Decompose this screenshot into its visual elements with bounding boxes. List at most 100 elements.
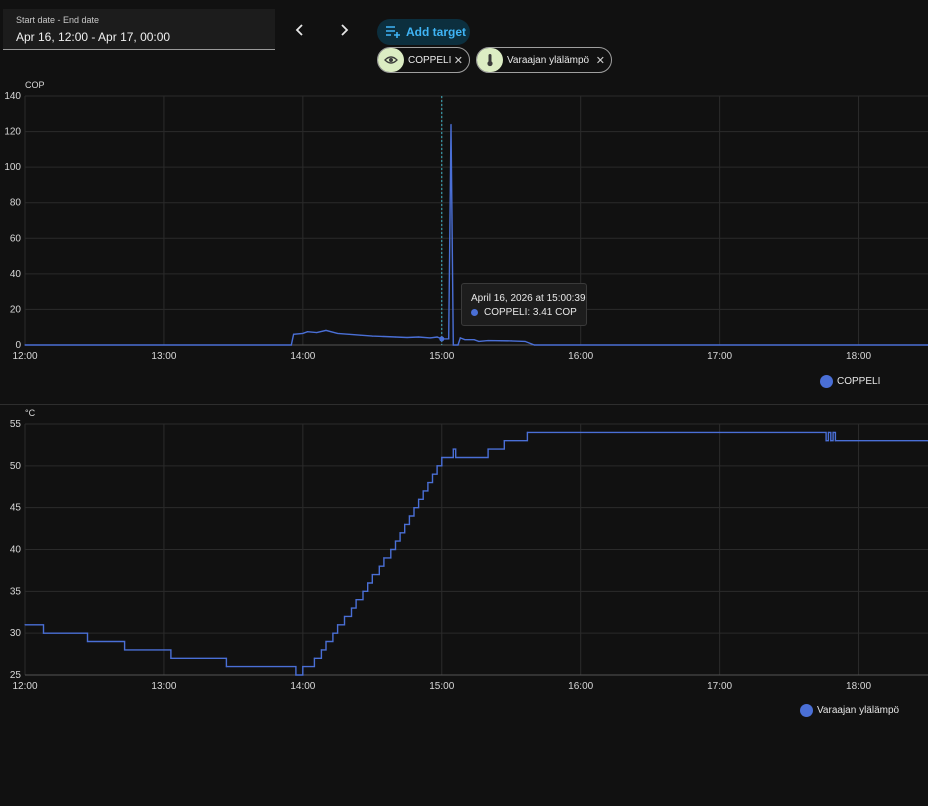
cop-data-point <box>394 336 397 338</box>
cop-data-point <box>478 340 480 343</box>
cop-data-point <box>510 340 512 342</box>
temp-data-point <box>436 465 438 467</box>
temp-data-point <box>313 657 316 659</box>
legend-label: COPPELI <box>837 376 881 387</box>
temp-x-tick-label: 13:00 <box>151 681 176 692</box>
cop-chart[interactable]: COP 0 20 40 60 80 100 120 140 12:00 13:00 14:00 15:0… <box>0 78 928 368</box>
temp-y-tick-label: 35 <box>10 586 22 597</box>
next-period-button[interactable] <box>332 18 356 42</box>
target-chip-coppeli[interactable]: COPPELI ✕ <box>377 47 470 73</box>
eye-icon <box>378 48 404 72</box>
cop-y-tick-label: 20 <box>10 304 22 315</box>
temp-data-point <box>526 431 529 433</box>
legend-label: Varaajan ylälämpö <box>817 705 900 716</box>
temp-data-point <box>86 640 89 643</box>
temp-y-tick-label: 30 <box>10 628 22 639</box>
cop-data-point <box>459 337 461 339</box>
temp-x-tick-label: 15:00 <box>429 681 454 692</box>
cop-x-tick-label: 17:00 <box>707 351 732 362</box>
temp-data-point <box>343 615 346 618</box>
add-target-label: Add target <box>406 25 466 39</box>
temp-data-point <box>404 523 406 525</box>
target-chip-label: Varaajan ylälämpö <box>507 54 590 66</box>
temp-data-point <box>123 649 126 651</box>
target-chip-varaajan-ylalampo[interactable]: Varaajan ylälämpö ✕ <box>476 47 612 73</box>
legend-color-dot <box>800 704 813 717</box>
cop-y-tick-label: 80 <box>10 198 22 209</box>
temp-x-tick-label: 16:00 <box>568 681 593 692</box>
previous-period-button[interactable] <box>288 18 312 42</box>
cop-data-point <box>452 344 454 346</box>
temp-y-tick-label: 50 <box>10 461 22 472</box>
cop-y-tick-label: 0 <box>15 340 21 351</box>
temp-data-point <box>418 498 420 500</box>
cop-data-point <box>348 333 350 335</box>
temp-data-point <box>325 640 327 643</box>
cop-y-tick-label: 40 <box>10 269 22 280</box>
cop-data-point <box>24 344 26 346</box>
cop-y-tick-label: 60 <box>10 233 22 244</box>
temp-series-line <box>25 431 928 676</box>
temp-data-point <box>455 456 457 459</box>
cop-data-point <box>429 337 431 339</box>
temp-data-point <box>830 440 832 442</box>
temperature-chart[interactable]: °C 25 30 35 40 45 50 55 12:00 13:00 14:00 15:00 16:0… <box>0 406 928 698</box>
legend-item-coppeli[interactable]: COPPELI <box>820 375 880 388</box>
temp-data-point <box>302 666 304 668</box>
cop-data-point <box>487 339 489 342</box>
thermometer-icon <box>477 48 503 72</box>
cop-data-point <box>524 340 526 343</box>
chevron-left-icon <box>295 24 303 36</box>
temp-data-point <box>394 540 397 542</box>
temp-y-tick-label: 40 <box>10 545 22 556</box>
temp-data-point <box>350 607 353 609</box>
temp-data-point <box>320 649 322 651</box>
temp-data-point <box>452 448 454 450</box>
chart-divider <box>0 404 928 405</box>
temp-data-point <box>431 473 434 475</box>
cop-y-tick-label: 140 <box>4 91 21 102</box>
cop-x-tick-label: 12:00 <box>12 351 37 362</box>
cop-data-point <box>457 344 459 346</box>
cop-data-point <box>436 336 438 338</box>
temp-data-point <box>487 448 489 450</box>
cop-data-point <box>360 334 362 336</box>
temp-data-point <box>42 632 45 634</box>
tooltip-value: COPPELI: 3.41 COP <box>484 307 577 318</box>
temp-data-point <box>413 507 415 509</box>
add-target-button[interactable]: Add target <box>377 19 470 45</box>
close-icon[interactable]: ✕ <box>453 54 463 67</box>
temp-x-tick-label: 18:00 <box>846 681 871 692</box>
temp-data-point <box>427 481 429 484</box>
temp-x-tick-label: 14:00 <box>290 681 315 692</box>
tooltip-value-row: COPPELI: 3.41 COP <box>471 307 577 318</box>
date-range-picker[interactable]: Start date - End date Apr 16, 12:00 - Ap… <box>3 9 275 50</box>
date-range-value: Apr 16, 12:00 - Apr 17, 00:00 <box>16 30 171 44</box>
chevron-right-icon <box>341 24 349 36</box>
temp-data-point <box>225 666 228 668</box>
cop-data-point <box>473 339 475 341</box>
legend-color-dot <box>820 375 833 388</box>
temp-data-point <box>367 582 369 584</box>
cop-data-point <box>450 123 452 126</box>
cop-data-point <box>302 332 304 335</box>
cop-y-tick-label: 120 <box>4 127 21 138</box>
tooltip-time: April 16, 2026 at 15:00:39 <box>471 293 586 304</box>
temp-data-point <box>362 590 364 592</box>
temp-y-tick-label: 25 <box>10 670 22 681</box>
cop-data-point <box>336 332 339 335</box>
temp-x-tick-label: 12:00 <box>12 681 37 692</box>
cop-data-point <box>533 344 535 346</box>
cop-data-point <box>464 339 466 341</box>
date-range-label: Start date - End date <box>16 15 100 25</box>
temp-data-point <box>378 565 380 567</box>
cop-x-tick-label: 18:00 <box>846 351 871 362</box>
temp-data-point <box>834 440 836 442</box>
cop-y-axis-title: COP <box>25 80 45 90</box>
legend-item-varaajan-ylalampo[interactable]: Varaajan ylälämpö <box>800 704 899 717</box>
temp-data-point <box>295 674 297 676</box>
cop-data-point <box>406 336 408 339</box>
close-icon[interactable]: ✕ <box>595 54 605 67</box>
temp-data-point <box>383 557 385 559</box>
cop-x-tick-label: 13:00 <box>151 351 176 362</box>
